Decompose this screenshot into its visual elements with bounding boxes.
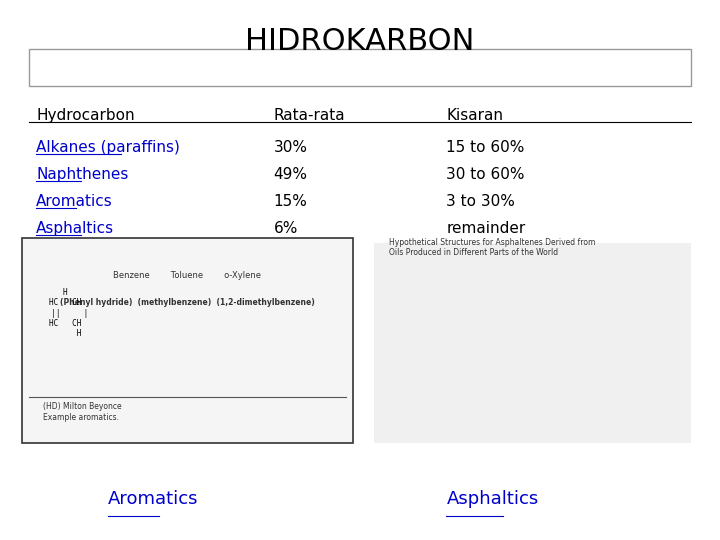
Text: Aromatics: Aromatics: [108, 490, 199, 508]
Text: 15%: 15%: [274, 194, 307, 210]
Text: (Phenyl hydride)  (methylbenzene)  (1,2-dimethylbenzene): (Phenyl hydride) (methylbenzene) (1,2-di…: [60, 298, 315, 307]
Text: Benzene        Toluene        o-Xylene: Benzene Toluene o-Xylene: [113, 271, 261, 280]
Bar: [29, 49, 691, 86]
Text: Aromatics: Aromatics: [36, 194, 113, 210]
Text: HIDROKARBON: HIDROKARBON: [246, 27, 474, 56]
Text: 30 to 60%: 30 to 60%: [446, 167, 525, 183]
Text: Hydrocarbon: Hydrocarbon: [36, 108, 135, 123]
Text: H
HC   CH
  ||     |
HC   CH
      H: H HC CH || | HC CH H: [42, 288, 88, 339]
Text: 49%: 49%: [274, 167, 307, 183]
Text: remainder: remainder: [446, 221, 526, 237]
Text: Rata-rata: Rata-rata: [274, 108, 345, 123]
Text: Naphthenes: Naphthenes: [36, 167, 128, 183]
Text: Alkanes (paraffins): Alkanes (paraffins): [36, 140, 180, 156]
Bar: [374, 243, 691, 443]
Text: 30%: 30%: [274, 140, 307, 156]
Text: 15 to 60%: 15 to 60%: [446, 140, 525, 156]
Text: Asphaltics: Asphaltics: [446, 490, 539, 508]
Text: Asphaltics: Asphaltics: [36, 221, 114, 237]
Text: Hypothetical Structures for Asphaltenes Derived from
Oils Produced in Different : Hypothetical Structures for Asphaltenes …: [389, 238, 595, 257]
Text: 3 to 30%: 3 to 30%: [446, 194, 516, 210]
Text: (HD) Milton Beyonce
Example aromatics.: (HD) Milton Beyonce Example aromatics.: [43, 402, 122, 422]
Text: 6%: 6%: [274, 221, 298, 237]
Bar: [22, 238, 353, 443]
Text: Kisaran: Kisaran: [446, 108, 503, 123]
